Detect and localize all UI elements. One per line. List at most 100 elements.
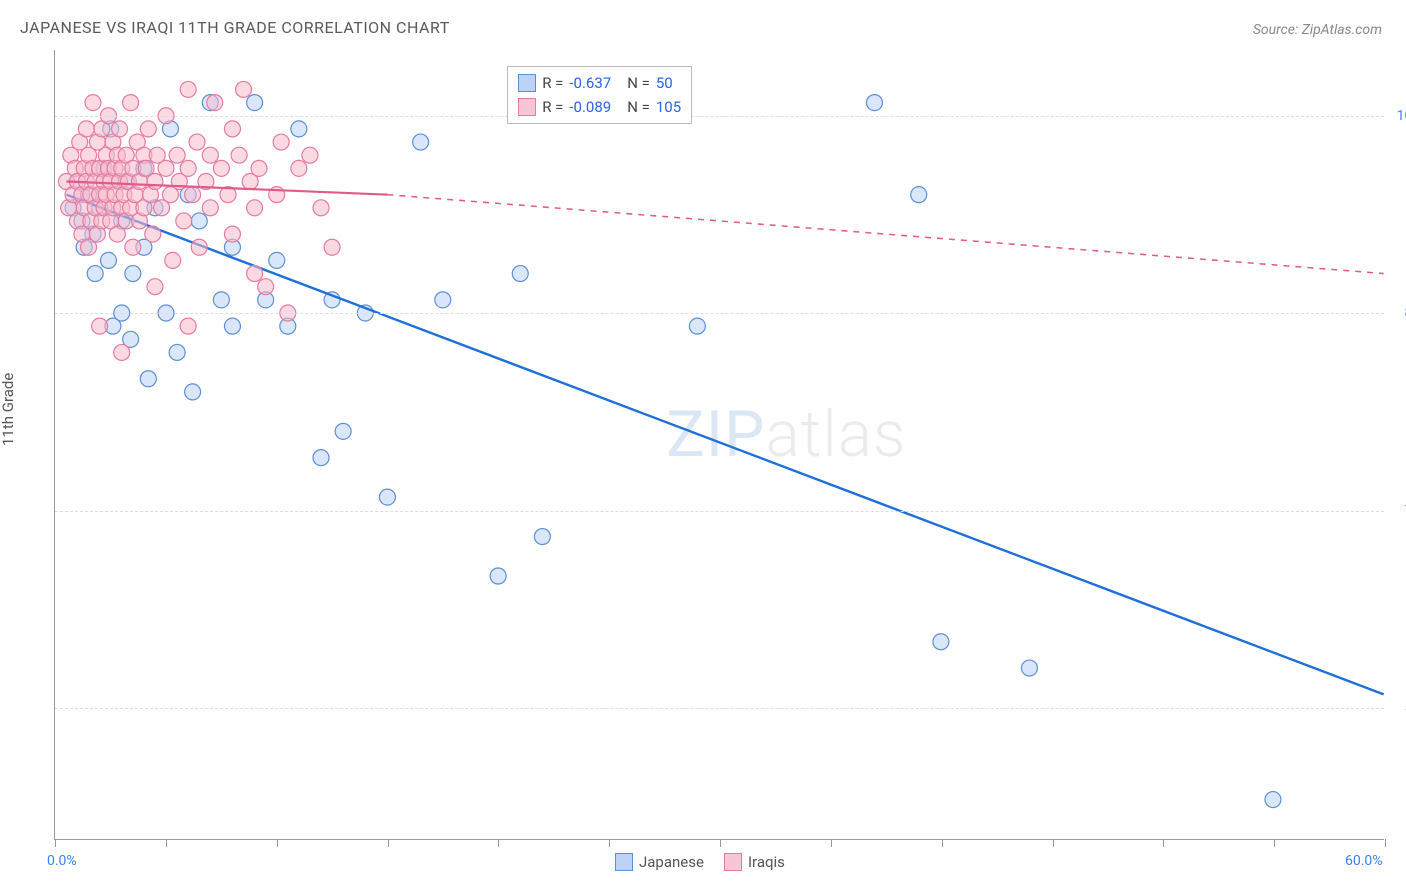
x-tick [277, 839, 278, 847]
data-point [1265, 792, 1281, 808]
x-tick [388, 839, 389, 847]
data-point [191, 213, 207, 229]
chart-title: JAPANESE VS IRAQI 11TH GRADE CORRELATION… [20, 18, 450, 37]
data-point [313, 450, 329, 466]
stat-r-label: R = [542, 95, 563, 119]
data-point [123, 95, 139, 111]
legend-swatch [615, 853, 633, 871]
data-point [180, 160, 196, 176]
x-tick [1163, 839, 1164, 847]
x-tick [1274, 839, 1275, 847]
legend-label: Japanese [639, 853, 704, 871]
regression-line [66, 195, 1383, 695]
x-tick [720, 839, 721, 847]
x-tick [942, 839, 943, 847]
gridline-h [55, 511, 1384, 512]
data-point [112, 121, 128, 137]
data-point [169, 147, 185, 163]
data-point [147, 279, 163, 295]
x-tick [1053, 839, 1054, 847]
data-point [413, 134, 429, 150]
legend: Japanese Iraqis [615, 853, 785, 871]
x-tick [498, 839, 499, 847]
data-point [202, 147, 218, 163]
data-point [169, 344, 185, 360]
data-point [273, 134, 289, 150]
legend-item: Iraqis [724, 853, 785, 871]
data-point [176, 213, 192, 229]
data-point [185, 187, 201, 203]
stat-r-label: R = [542, 71, 563, 95]
data-point [180, 81, 196, 97]
data-point [534, 529, 550, 545]
gridline-h [55, 313, 1384, 314]
x-tick [166, 839, 167, 847]
data-point [247, 95, 263, 111]
data-point [689, 318, 705, 334]
data-point [335, 423, 351, 439]
data-point [213, 292, 229, 308]
stats-row: R =-0.089N =105 [518, 95, 681, 119]
data-point [147, 174, 163, 190]
data-point [324, 239, 340, 255]
gridline-h [55, 708, 1384, 709]
x-tick-label: 0.0% [47, 853, 77, 869]
data-point [866, 95, 882, 111]
stat-n-label: N = [627, 71, 650, 95]
data-point [92, 318, 108, 334]
y-tick-label: 100.0% [1397, 108, 1406, 124]
stats-swatch [518, 74, 536, 92]
data-point [180, 318, 196, 334]
data-point [207, 95, 223, 111]
data-point [185, 384, 201, 400]
data-point [236, 81, 252, 97]
data-point [1021, 660, 1037, 676]
data-point [512, 266, 528, 282]
legend-label: Iraqis [748, 853, 785, 871]
data-point [100, 252, 116, 268]
data-point [258, 279, 274, 295]
data-point [251, 160, 267, 176]
data-point [202, 200, 218, 216]
legend-item: Japanese [615, 853, 704, 871]
data-point [224, 121, 240, 137]
y-axis-label: 11th Grade [0, 373, 17, 446]
data-point [165, 252, 181, 268]
legend-swatch [724, 853, 742, 871]
x-tick-label: 60.0% [1345, 853, 1383, 869]
data-point [87, 266, 103, 282]
x-tick [1385, 839, 1386, 847]
data-point [313, 200, 329, 216]
data-point [291, 160, 307, 176]
data-point [145, 226, 161, 242]
stat-r-value: -0.089 [569, 95, 611, 119]
data-point [125, 266, 141, 282]
gridline-h [55, 116, 1384, 117]
data-point [302, 147, 318, 163]
x-tick [55, 839, 56, 847]
data-point [85, 95, 101, 111]
stats-swatch [518, 98, 536, 116]
plot-area: ZIPatlas 55.0%70.0%85.0%100.0%0.0%60.0%R… [54, 50, 1384, 840]
data-point [247, 266, 263, 282]
data-point [435, 292, 451, 308]
data-point [224, 318, 240, 334]
regression-line-dashed [387, 195, 1383, 274]
source-attribution: Source: ZipAtlas.com [1253, 22, 1382, 38]
data-point [379, 489, 395, 505]
data-point [191, 239, 207, 255]
chart-svg [55, 50, 1384, 839]
stats-box: R =-0.637N =50R =-0.089N =105 [507, 66, 692, 124]
data-point [125, 239, 141, 255]
data-point [78, 121, 94, 137]
data-point [213, 160, 229, 176]
data-point [140, 371, 156, 387]
stat-n-value: 50 [656, 71, 673, 95]
data-point [140, 121, 156, 137]
x-tick [831, 839, 832, 847]
data-point [189, 134, 205, 150]
data-point [231, 147, 247, 163]
x-tick [609, 839, 610, 847]
stats-row: R =-0.637N =50 [518, 71, 681, 95]
data-point [247, 200, 263, 216]
